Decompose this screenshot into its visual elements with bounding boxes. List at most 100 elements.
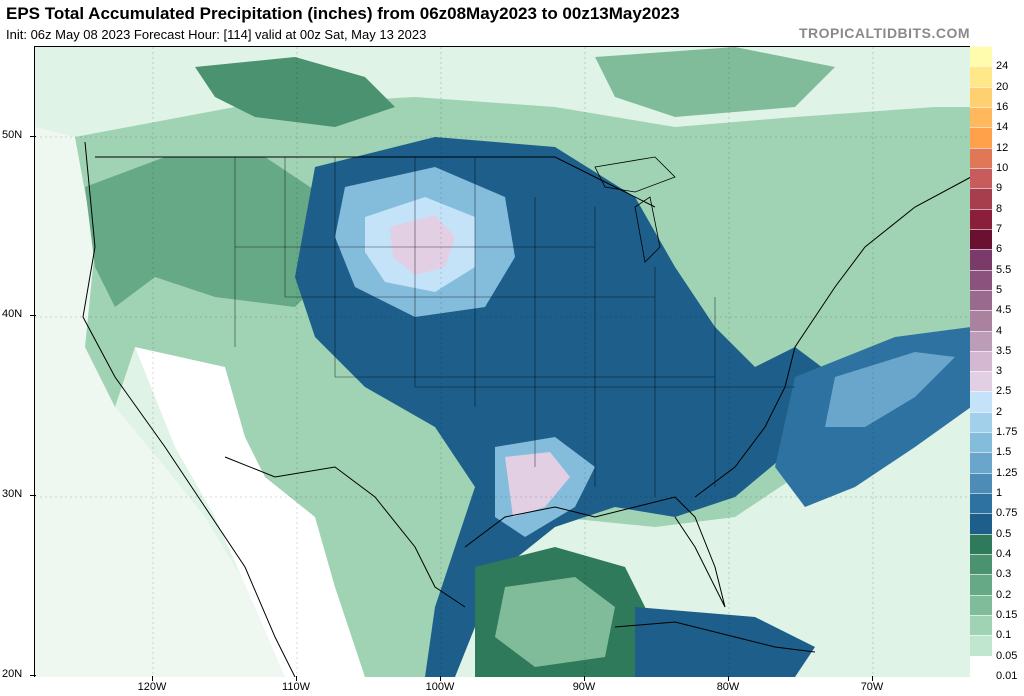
colorbar-level-label: 14 bbox=[996, 121, 1009, 134]
colorbar-level-label: 4.5 bbox=[996, 304, 1012, 317]
precipitation-shading bbox=[35, 47, 971, 677]
colorbar-swatch bbox=[970, 106, 992, 129]
colorbar-swatch bbox=[970, 147, 992, 169]
colorbar-level-label: 1.25 bbox=[996, 466, 1018, 479]
colorbar-level-label: 24 bbox=[996, 60, 1009, 73]
colorbar-level-label: 3.5 bbox=[996, 344, 1012, 357]
map-subtitle: Init: 06z May 08 2023 Forecast Hour: [11… bbox=[6, 27, 427, 42]
colorbar-swatch bbox=[970, 86, 992, 108]
lon-label-120w: 120W bbox=[137, 681, 167, 693]
colorbar-level-label: 0.15 bbox=[996, 609, 1018, 622]
colorbar-level-label: 20 bbox=[996, 80, 1009, 93]
colorbar-level-label: 0.01 bbox=[996, 670, 1018, 682]
cuba-outline bbox=[614, 621, 816, 653]
west-coastline bbox=[82, 141, 296, 677]
lake-michigan-outline bbox=[634, 196, 661, 263]
colorbar-swatch bbox=[970, 635, 992, 657]
lon-tick-120w bbox=[152, 676, 153, 681]
northern-plains-max-core bbox=[390, 215, 455, 275]
colorbar-swatch bbox=[970, 249, 992, 271]
colorbar-swatch bbox=[970, 452, 992, 474]
colorbar-swatch bbox=[970, 533, 992, 556]
lon-tick-100w bbox=[440, 676, 441, 681]
canada-green-area bbox=[195, 57, 395, 127]
longitude-gridlines bbox=[152, 47, 874, 677]
colorbar-swatch bbox=[970, 574, 992, 596]
quebec-green-area bbox=[595, 47, 835, 117]
colorbar-swatch bbox=[970, 472, 992, 495]
lake-superior-outline bbox=[594, 156, 676, 193]
map-title: EPS Total Accumulated Precipitation (inc… bbox=[6, 4, 680, 23]
colorbar-swatch bbox=[970, 411, 992, 434]
colorbar-swatch bbox=[970, 46, 992, 68]
state-boundaries-horizontal bbox=[235, 246, 795, 388]
colorbar-level-label: 0.4 bbox=[996, 548, 1012, 561]
lon-tick-90w bbox=[584, 676, 585, 681]
colorbar-swatch bbox=[970, 371, 992, 393]
lat-label-30n: 30N bbox=[2, 488, 23, 500]
lat-tick-40n bbox=[30, 315, 36, 316]
state-boundaries bbox=[234, 157, 716, 497]
colorbar-level-label: 1 bbox=[996, 487, 1003, 500]
colorbar-swatch bbox=[970, 493, 992, 515]
gulf-of-mexico-inner bbox=[495, 577, 615, 667]
colorbar-level-label: 0.3 bbox=[996, 568, 1012, 581]
latitude-gridlines bbox=[35, 136, 971, 498]
colorbar-swatch bbox=[970, 310, 992, 332]
colorbar-swatch bbox=[970, 350, 992, 373]
lon-label-80w: 80W bbox=[716, 681, 740, 693]
colorbar-level-label: 0.05 bbox=[996, 649, 1018, 662]
caribbean-band bbox=[635, 607, 815, 677]
gulf-coast-max-core bbox=[505, 452, 570, 517]
lon-label-90w: 90W bbox=[572, 681, 596, 693]
lat-label-40n: 40N bbox=[2, 308, 23, 320]
lat-tick-30n bbox=[30, 495, 36, 496]
colorbar-level-label: 2 bbox=[996, 405, 1003, 418]
colorbar-swatch bbox=[970, 269, 992, 291]
northwest-green-area bbox=[85, 157, 335, 307]
colorbar-level-label: 0.2 bbox=[996, 588, 1012, 601]
colorbar-level-label: 0.75 bbox=[996, 507, 1018, 520]
lon-tick-80w bbox=[728, 676, 729, 681]
colorbar-level-label: 3 bbox=[996, 365, 1003, 378]
colorbar-swatch bbox=[970, 615, 992, 637]
colorbar-swatch bbox=[970, 330, 992, 352]
colorbar-level-label: 5 bbox=[996, 283, 1003, 296]
colorbar-swatch bbox=[970, 432, 992, 454]
colorbar-level-label: 2.5 bbox=[996, 385, 1012, 398]
lat-tick-20n bbox=[30, 675, 36, 676]
precipitation-map bbox=[34, 46, 971, 677]
colorbar-swatch bbox=[970, 289, 992, 312]
colorbar-swatch bbox=[970, 554, 992, 576]
lat-label-20n: 20N bbox=[2, 668, 23, 680]
east-coastline bbox=[694, 176, 971, 498]
colorbar-swatch bbox=[970, 127, 992, 149]
us-canada-border bbox=[95, 156, 656, 208]
colorbar-swatch bbox=[970, 655, 992, 677]
precipitation-colorbar: 24 20 16 14 12 10 9 8 7 6 5.5 5 4.5 4 3.5 3 2.5 2 1.75 1.5 1… bbox=[970, 46, 1024, 682]
lon-label-100w: 100W bbox=[425, 681, 455, 693]
colorbar-level-label: 1.75 bbox=[996, 426, 1018, 439]
colorbar-level-label: 8 bbox=[996, 202, 1003, 215]
lat-tick-50n bbox=[30, 136, 36, 137]
brand-watermark[interactable]: TROPICALTIDBITS.COM bbox=[798, 25, 970, 41]
colorbar-level-label: 16 bbox=[996, 100, 1009, 113]
lon-label-70w: 70W bbox=[860, 681, 884, 693]
lon-tick-70w bbox=[872, 676, 873, 681]
pacific-ocean-shading bbox=[35, 127, 295, 677]
colorbar-swatch bbox=[970, 513, 992, 535]
colorbar-level-label: 7 bbox=[996, 222, 1003, 235]
colorbar-swatch bbox=[970, 167, 992, 190]
colorbar-swatch bbox=[970, 188, 992, 210]
colorbar-level-label: 12 bbox=[996, 141, 1009, 154]
colorbar-level-label: 9 bbox=[996, 182, 1003, 195]
colorbar-swatch bbox=[970, 594, 992, 617]
colorbar-swatch bbox=[970, 391, 992, 413]
colorbar-level-label: 5.5 bbox=[996, 263, 1012, 276]
colorbar-level-label: 0.5 bbox=[996, 527, 1012, 540]
dry-southwest-region bbox=[135, 347, 365, 677]
gulf-coastline bbox=[464, 496, 726, 608]
colorbar-level-label: 0.1 bbox=[996, 629, 1012, 642]
colorbar-level-label: 4 bbox=[996, 324, 1003, 337]
colorbar-swatch bbox=[970, 208, 992, 230]
